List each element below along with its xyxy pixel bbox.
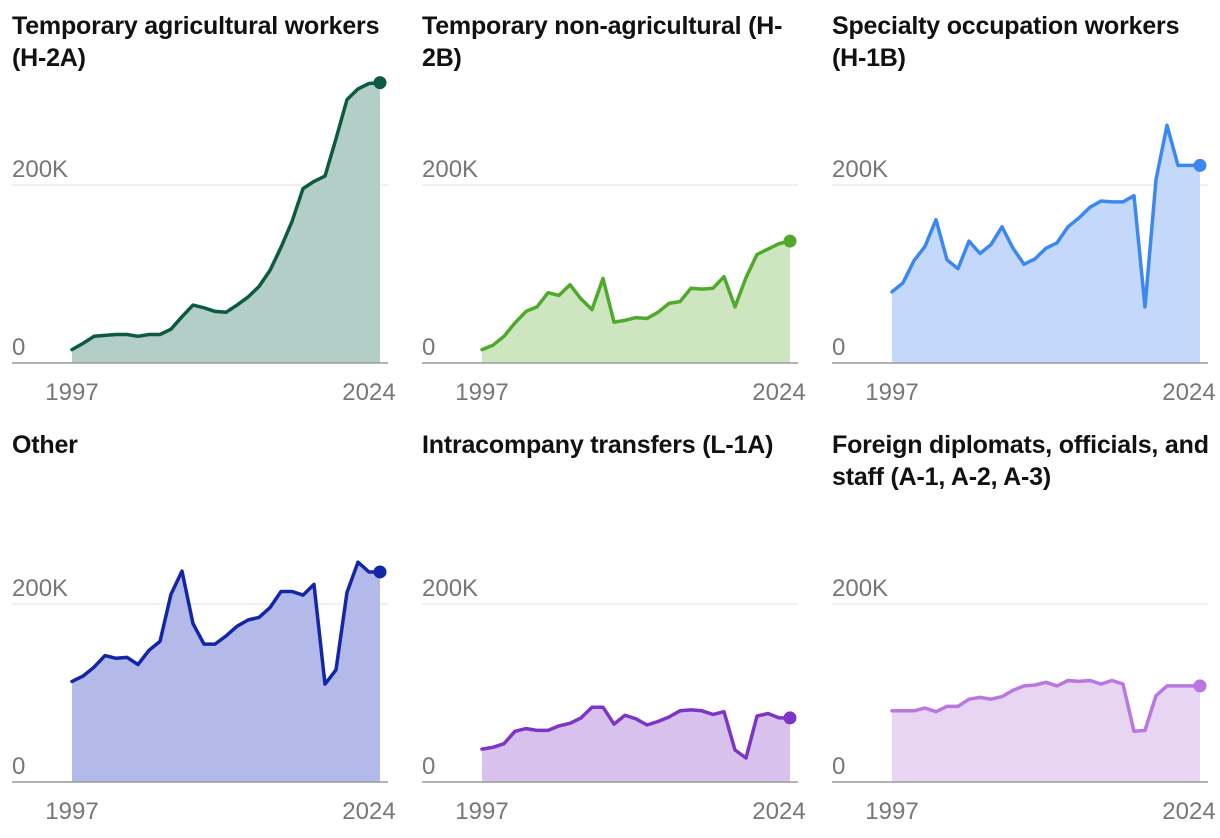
series-line [890, 123, 1202, 309]
series-area [482, 241, 790, 363]
chart-panel-h2b: Temporary non-agricultural (H-2B) 0 200K 1… [410, 0, 810, 419]
series-endpoint [783, 234, 797, 248]
y-tick-label: 200K [12, 575, 68, 602]
chart-plot: 0 200K 1997 2024 [12, 76, 396, 406]
chart-panel-h2a: Temporary agricultural workers (H-2A) 0 2… [0, 0, 400, 419]
x-tick-label: 1997 [455, 798, 508, 825]
x-tick-label: 2024 [752, 379, 805, 406]
y-tick-label: 0 [422, 334, 435, 361]
chart-title: Foreign diplomats, officials, and staff … [832, 431, 1209, 491]
chart-title: Other [12, 431, 78, 459]
series-endpoint [373, 565, 387, 579]
x-tick-label: 2024 [1162, 798, 1215, 825]
chart-panel-h1b: Specialty occupation workers (H-1B) 0 200… [820, 0, 1220, 419]
series-endpoint [373, 76, 387, 90]
chart-panel-a-visas: Foreign diplomats, officials, and staff … [820, 419, 1220, 838]
x-tick-label: 1997 [45, 798, 98, 825]
y-tick-label: 200K [832, 156, 888, 183]
x-tick-label: 2024 [342, 798, 395, 825]
y-tick-label: 0 [422, 753, 435, 780]
chart-panel-l1a: Intracompany transfers (L-1A) 0 200K 1997 2… [410, 419, 810, 838]
series-line [70, 80, 382, 352]
chart-plot: 0 200K 1997 2024 [422, 575, 806, 825]
x-tick-label: 2024 [1162, 379, 1215, 406]
x-tick-label: 1997 [865, 798, 918, 825]
chart-plot: 0 200K 1997 2024 [832, 575, 1216, 825]
series-endpoint [783, 711, 797, 725]
y-tick-label: 0 [12, 334, 25, 361]
series-line [70, 560, 382, 686]
chart-plot: 0 200K 1997 2024 [422, 156, 806, 406]
series-line [480, 239, 792, 352]
chart-title: Intracompany transfers (L-1A) [422, 431, 774, 459]
y-tick-label: 200K [832, 575, 888, 602]
series-area [892, 125, 1200, 364]
chart-title: Temporary agricultural workers (H-2A) [12, 12, 380, 72]
y-tick-label: 200K [12, 156, 68, 183]
series-line [480, 705, 792, 760]
series-endpoint [1193, 158, 1207, 172]
chart-panel-other: Other 0 200K 1997 2024 [0, 419, 400, 838]
y-tick-label: 200K [422, 575, 478, 602]
x-tick-label: 1997 [455, 379, 508, 406]
y-tick-label: 0 [12, 753, 25, 780]
y-tick-label: 0 [832, 334, 845, 361]
series-line [890, 678, 1202, 734]
chart-plot: 0 200K 1997 2024 [832, 123, 1216, 406]
chart-plot: 0 200K 1997 2024 [12, 560, 396, 825]
chart-title: Specialty occupation workers (H-1B) [832, 12, 1180, 72]
x-tick-label: 2024 [342, 379, 395, 406]
series-area [72, 562, 380, 782]
x-tick-label: 2024 [752, 798, 805, 825]
x-tick-label: 1997 [865, 379, 918, 406]
chart-title: Temporary non-agricultural (H-2B) [422, 12, 783, 72]
x-tick-label: 1997 [45, 379, 98, 406]
y-tick-label: 0 [832, 753, 845, 780]
series-area [72, 82, 380, 363]
y-tick-label: 200K [422, 156, 478, 183]
series-area [892, 680, 1200, 782]
series-endpoint [1193, 679, 1207, 693]
